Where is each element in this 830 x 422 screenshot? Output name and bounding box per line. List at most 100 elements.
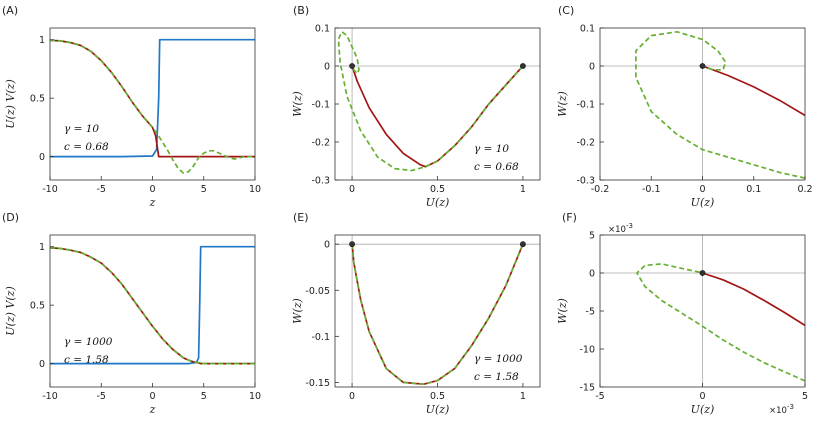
series-green-line xyxy=(636,263,805,382)
y-tick-label: 0 xyxy=(39,359,45,370)
x-axis-label: z xyxy=(149,403,156,416)
x-exponent-label: ×10-3 xyxy=(769,403,794,416)
x-tick-label: 0 xyxy=(699,391,705,402)
series-group xyxy=(351,243,524,386)
parameter-annotation: γ = 10 xyxy=(64,123,99,135)
y-axis-label: W(z) xyxy=(291,91,304,117)
y-axis-label: U(z) V(z) xyxy=(4,286,17,335)
y-tick-label: -5 xyxy=(586,307,595,318)
y-tick-label: 0 xyxy=(589,62,595,73)
y-tick-label: 1 xyxy=(39,35,45,46)
y-tick-label: -0.3 xyxy=(576,176,595,187)
x-tick-label: 0 xyxy=(699,184,705,195)
equilibrium-point xyxy=(699,63,706,69)
x-tick-label: -10 xyxy=(42,391,58,402)
y-tick-label: 0.1 xyxy=(580,24,595,35)
series-blue-line xyxy=(50,38,255,158)
parameter-annotation: c = 0.68 xyxy=(64,141,109,153)
x-axis-label: U(z) xyxy=(426,196,450,209)
equilibrium-point xyxy=(520,241,526,248)
axes-frame xyxy=(334,27,541,181)
y-tick-label: 5 xyxy=(589,231,595,242)
series-green-line xyxy=(351,243,524,386)
parameter-annotation: c = 0.68 xyxy=(474,161,519,173)
series-group xyxy=(50,245,255,365)
y-tick-label: -0.2 xyxy=(311,138,330,149)
x-exponent-base: ×10 xyxy=(769,406,787,416)
panel-label: (D) xyxy=(2,211,19,224)
series-group xyxy=(337,30,524,172)
x-tick-label: -5 xyxy=(97,391,106,402)
y-axis-label: W(z) xyxy=(556,298,569,324)
x-tick-label: 5 xyxy=(201,184,207,195)
panel-c: -0.2 -0.1 0 0.1 0.2-0.3-0.2-0.100.1U(z)W(z)(… xyxy=(556,4,813,209)
parameter-annotation: γ = 1000 xyxy=(474,353,523,365)
y-axis-label: W(z) xyxy=(291,298,304,324)
series-green-line xyxy=(337,30,524,172)
x-tick-label: 10 xyxy=(249,184,261,195)
panel-a: -10 -5 0 5 10 0 0.5 1 z U(z) V(z) (A) γ = 10 c = 0.6… xyxy=(2,4,261,209)
x-tick-label: 0.2 xyxy=(797,184,812,195)
y-exponent-power: -3 xyxy=(626,222,633,230)
equilibrium-point xyxy=(520,63,526,69)
x-tick-label: 1 xyxy=(520,391,526,402)
parameter-annotation: c = 1.58 xyxy=(474,371,519,383)
y-tick-label: -15 xyxy=(579,383,595,394)
y-tick-label: -0.1 xyxy=(576,100,595,111)
y-tick-label: -0.2 xyxy=(576,138,595,149)
equilibrium-point xyxy=(349,241,355,248)
series-group xyxy=(635,30,805,179)
panel-label: (C) xyxy=(558,4,574,17)
y-tick-label: 0 xyxy=(589,269,595,280)
series-red-line xyxy=(702,65,805,117)
y-tick-label: 0 xyxy=(39,152,45,163)
x-axis-label: U(z) xyxy=(426,403,450,416)
series-group xyxy=(636,263,805,382)
x-exponent-power: -3 xyxy=(787,403,794,411)
x-tick-label: 0 xyxy=(149,184,155,195)
y-tick-label: 0 xyxy=(324,62,330,73)
series-red-line xyxy=(50,39,255,158)
y-tick-label: 0 xyxy=(324,240,330,251)
x-tick-label: -5 xyxy=(97,184,106,195)
y-tick-label: -0.1 xyxy=(311,332,330,343)
series-group xyxy=(50,38,255,174)
panel-d: -10 -5 0 5 10 0 0.5 1 z U(z) V(z) (D) γ = 1000 c = 1… xyxy=(2,211,261,416)
y-tick-label: -0.1 xyxy=(311,100,330,111)
x-tick-label: 0.1 xyxy=(746,184,761,195)
panel-label: (E) xyxy=(293,211,309,224)
x-axis-label: U(z) xyxy=(691,403,715,416)
x-axis-label: z xyxy=(149,196,156,209)
panel-b: 0 0.5 1 -0.3 -0.2 -0.1 0 0.1 U(z) W(z) (B) γ = 10 c … xyxy=(291,4,541,209)
x-axis-label: U(z) xyxy=(691,196,715,209)
panel-label: (B) xyxy=(293,4,309,17)
x-tick-label: 0 xyxy=(149,391,155,402)
panel-label: (A) xyxy=(2,4,18,17)
x-tick-label: 5 xyxy=(201,391,207,402)
y-tick-label: -10 xyxy=(579,345,595,356)
x-tick-label: -10 xyxy=(42,184,58,195)
y-tick-label: -0.15 xyxy=(305,378,330,389)
equilibrium-point xyxy=(699,270,706,276)
parameter-annotation: γ = 10 xyxy=(474,143,509,155)
x-tick-label: -0.1 xyxy=(642,184,661,195)
parameter-annotation: γ = 1000 xyxy=(64,336,113,348)
x-tick-label: 10 xyxy=(249,391,261,402)
y-tick-label: -0.3 xyxy=(311,176,330,187)
y-exponent-label: ×10-3 xyxy=(608,222,633,235)
y-tick-label: -0.05 xyxy=(305,286,330,297)
x-tick-label: 5 xyxy=(802,391,808,402)
y-exponent-base: ×10 xyxy=(608,225,626,235)
y-tick-label: 0.1 xyxy=(315,24,330,35)
x-tick-label: 0 xyxy=(349,391,355,402)
x-tick-label: 0.5 xyxy=(430,184,445,195)
y-tick-label: 1 xyxy=(39,242,45,253)
x-tick-label: -0.2 xyxy=(591,184,610,195)
x-tick-label: 1 xyxy=(520,184,526,195)
x-tick-label: 0 xyxy=(349,184,355,195)
series-green-line xyxy=(635,30,805,179)
y-axis-label: W(z) xyxy=(556,91,569,117)
panel-e: 0 0.5 1 -0.15 -0.1 -0.05 0 U(z) W(z) (E) γ = 1000 c… xyxy=(291,211,541,416)
